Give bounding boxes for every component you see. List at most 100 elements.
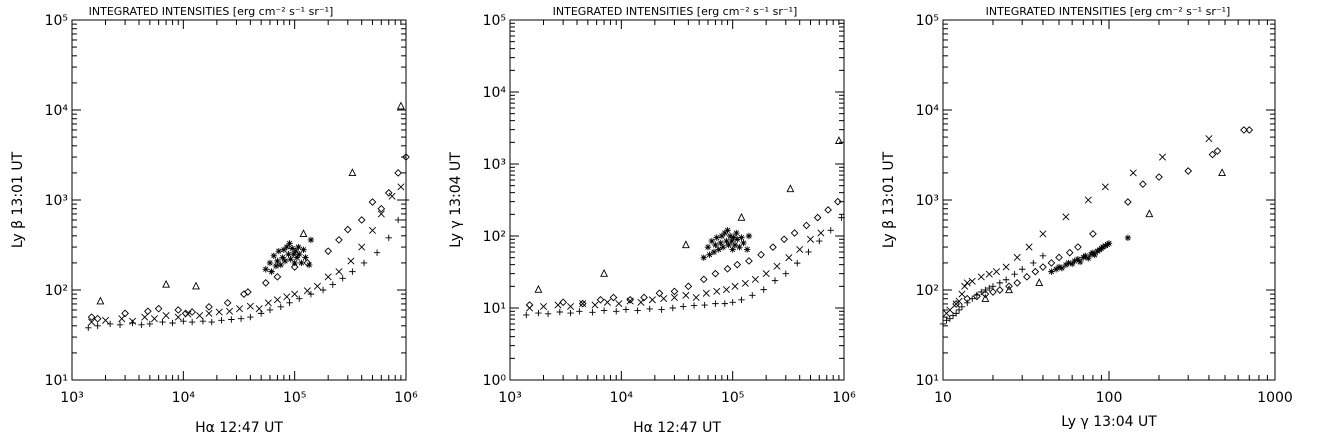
data-point-cross <box>118 315 126 323</box>
data-point-diamond <box>525 301 534 309</box>
x-tick-label: 100 <box>1096 390 1123 406</box>
data-point-cross <box>702 289 710 297</box>
data-point-diamond <box>357 216 366 224</box>
data-point-plus <box>1011 270 1018 278</box>
chart-panel-lybeta-vs-halpha: INTEGRATED INTENSITIES [erg cm⁻² s⁻¹ sr⁻… <box>10 5 418 436</box>
data-point-asterisk <box>715 246 722 253</box>
data-point-asterisk <box>1071 257 1078 265</box>
data-point-diamond <box>174 306 183 314</box>
data-point-diamond <box>578 299 587 308</box>
data-point-asterisk <box>1074 255 1082 263</box>
data-point-triangle <box>96 296 105 305</box>
data-point-asterisk <box>1058 264 1066 272</box>
data-point-triangle <box>396 101 405 110</box>
data-point-plus <box>613 308 620 315</box>
data-point-cross <box>806 235 815 243</box>
data-point-cross <box>762 270 770 278</box>
data-point-cross <box>1158 153 1167 161</box>
data-marks <box>523 136 845 319</box>
data-point-asterisk <box>731 241 739 249</box>
data-point-plus <box>712 300 719 307</box>
data-point-plus <box>738 296 745 303</box>
data-point-asterisk <box>307 236 315 244</box>
data-point-diamond <box>824 206 832 214</box>
y-tick-label: 10² <box>45 283 68 299</box>
data-point-asterisk <box>305 261 313 269</box>
data-point-triangle <box>299 229 308 238</box>
data-point-asterisk <box>717 239 724 247</box>
data-point-cross <box>1205 135 1213 143</box>
data-point-asterisk <box>286 240 293 247</box>
data-point-diamond <box>1089 230 1097 238</box>
x-tick-label: 10³ <box>498 390 521 406</box>
data-point-asterisk <box>270 252 278 259</box>
x-tick-label: 10⁴ <box>172 390 196 406</box>
data-point-cross <box>150 315 158 323</box>
y-tick-label: 10³ <box>45 193 68 209</box>
data-point-cross <box>1062 213 1070 221</box>
data-point-plus <box>218 317 225 324</box>
data-point-cross <box>731 282 739 290</box>
data-point-cross <box>324 273 332 281</box>
y-tick-label: 10⁰ <box>483 373 507 389</box>
data-point-asterisk <box>272 262 280 270</box>
data-point-asterisk <box>721 229 729 237</box>
data-point-asterisk <box>1091 251 1098 259</box>
data-point-cross <box>283 293 291 301</box>
data-point-diamond <box>684 282 693 291</box>
data-point-cross <box>358 243 366 251</box>
data-point-asterisk <box>726 232 734 240</box>
data-point-triangle <box>162 279 171 288</box>
data-point-cross <box>682 291 690 299</box>
data-point-asterisk <box>736 243 743 251</box>
data-point-cross <box>397 183 405 191</box>
data-point-cross <box>648 296 656 304</box>
y-tick-label: 10¹ <box>916 373 939 389</box>
data-point-diamond <box>1184 167 1193 175</box>
data-point-asterisk <box>302 254 309 261</box>
data-point-diamond <box>1213 147 1222 155</box>
data-point-plus <box>589 309 596 316</box>
data-point-cross <box>992 268 1001 276</box>
y-axis-label: Ly β 13:01 UT <box>10 151 26 248</box>
panel-title: INTEGRATED INTENSITIES [erg cm⁻² s⁻¹ sr⁻… <box>89 5 334 18</box>
data-point-plus <box>1019 266 1026 273</box>
data-marks <box>85 101 410 332</box>
data-point-plus <box>188 318 196 326</box>
data-point-cross <box>985 270 993 278</box>
data-point-asterisk <box>708 237 716 245</box>
data-point-plus <box>701 301 708 309</box>
x-tick-label: 10⁵ <box>283 390 306 406</box>
data-point-asterisk <box>1055 263 1063 271</box>
data-point-cross <box>1002 263 1010 271</box>
data-point-plus <box>385 234 392 242</box>
data-point-asterisk <box>734 236 741 243</box>
data-point-cross <box>347 257 355 265</box>
data-point-cross <box>313 282 321 290</box>
data-point-cross <box>174 313 182 321</box>
data-point-diamond <box>989 288 997 296</box>
data-point-asterisk <box>287 255 294 263</box>
data-point-plus <box>373 249 381 256</box>
data-point-plus <box>827 227 834 234</box>
data-point-triangle <box>1145 209 1154 218</box>
data-point-diamond <box>93 314 102 323</box>
data-point-asterisk <box>292 247 299 255</box>
data-point-asterisk <box>1105 240 1113 247</box>
data-point-plus <box>1039 252 1047 259</box>
data-marks <box>939 126 1254 328</box>
data-point-diamond <box>1031 267 1040 276</box>
data-point-plus <box>116 321 124 329</box>
data-point-diamond <box>973 292 981 301</box>
data-point-triangle <box>1035 278 1044 287</box>
data-point-asterisk <box>1102 242 1109 249</box>
data-point-plus <box>556 308 563 316</box>
data-point-cross <box>388 192 396 200</box>
data-point-triangle <box>1218 168 1227 177</box>
data-point-plus <box>394 216 402 224</box>
data-point-asterisk <box>725 241 732 249</box>
data-point-diamond <box>244 288 252 296</box>
data-point-diamond <box>181 309 190 318</box>
data-point-plus <box>634 307 641 314</box>
data-point-asterisk <box>700 254 707 261</box>
